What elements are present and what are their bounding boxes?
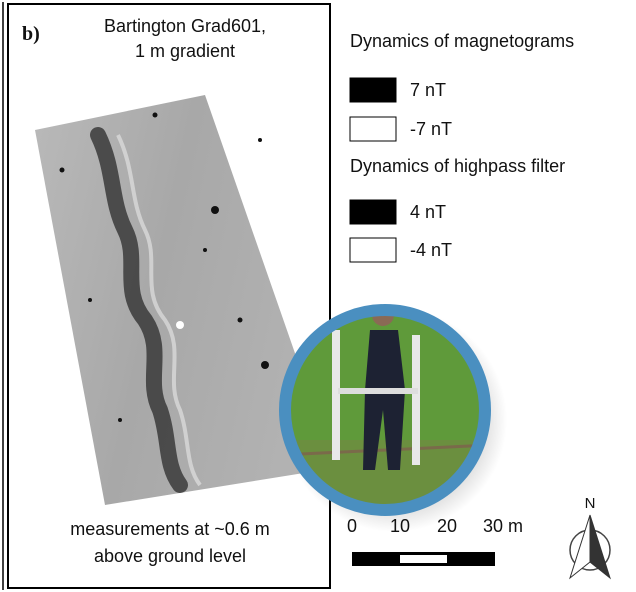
- legend-title: Dynamics of highpass filter: [350, 156, 565, 176]
- scale-label: 20: [437, 516, 457, 536]
- scale-bar-segment: [400, 555, 447, 563]
- legend-swatch: [350, 238, 396, 262]
- legend-title: Dynamics of magnetograms: [350, 31, 574, 51]
- panel-label: b): [22, 23, 40, 45]
- legend-swatch: [350, 117, 396, 141]
- legend-label: -4 nT: [410, 240, 452, 260]
- note-line: above ground level: [94, 546, 246, 566]
- scale-label: 10: [390, 516, 410, 536]
- north-label: N: [585, 495, 596, 512]
- page: b) Bartington Grad601, 1 m gradient meas…: [0, 0, 636, 592]
- scale-label: 0: [347, 516, 357, 536]
- legend-label: 4 nT: [410, 202, 446, 222]
- instrument-line: Bartington Grad601,: [104, 16, 266, 36]
- note-line: measurements at ~0.6 m: [70, 519, 270, 539]
- legend-swatch: [350, 78, 396, 102]
- instrument-line: 1 m gradient: [135, 41, 235, 61]
- legend-label: 7 nT: [410, 80, 446, 100]
- figure: b) Bartington Grad601, 1 m gradient meas…: [0, 0, 636, 592]
- legend-label: -7 nT: [410, 119, 452, 139]
- north-arrow: [590, 515, 610, 578]
- scale-label: 30 m: [483, 516, 523, 536]
- legend-swatch: [350, 200, 396, 224]
- north-arrow: [570, 515, 590, 578]
